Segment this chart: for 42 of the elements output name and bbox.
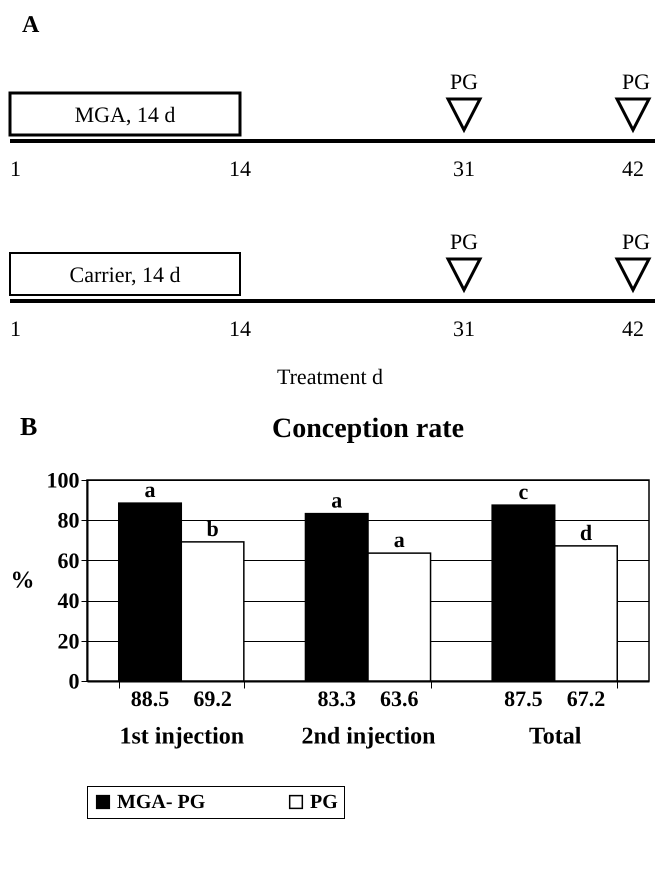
category-label: 31 [453,316,475,341]
text: A [22,12,40,38]
annotation: a [144,477,156,502]
y-tick-label: 80 [58,508,80,533]
x-tick-label: 2nd injection [301,724,436,750]
text: PG [622,69,650,94]
category-label: 14 [229,156,251,181]
text: PG [450,69,478,94]
data-label: 87.5 [504,686,543,711]
y-tick-label: 20 [58,628,80,654]
text: PG [450,229,478,254]
text: Carrier, 14 d [70,262,180,287]
category-label: 1 [10,156,21,181]
annotation: c [518,479,529,504]
data-label: 83.3 [317,686,356,711]
category-label: 14 [229,316,251,341]
annotation: a [331,488,342,513]
data-label: 69.2 [193,686,232,711]
chart-title: Conception rate [272,413,464,444]
data-label: 88.5 [130,686,170,711]
annotation: b [206,516,219,541]
legend-label: PG [310,791,338,813]
category-label: 31 [453,156,475,181]
y-tick-label: 60 [58,548,80,573]
y-tick-label: 0 [68,668,80,694]
text: Treatment d [276,364,384,389]
x-tick-label: 1st injection [119,724,244,750]
x-tick-label: Total [528,724,582,750]
annotation: a [394,527,405,552]
data-label: 67.2 [566,686,606,711]
category-label: 42 [622,156,644,181]
text: MGA, 14 d [74,102,176,127]
y-tick-label: 100 [46,468,80,492]
data-label: 63.6 [380,686,419,711]
legend-label: MGA- PG [117,791,206,813]
y-tick-label: 40 [58,588,80,614]
text: B [20,412,38,442]
category-label: 1 [10,316,21,341]
y-axis-title: % [10,568,34,594]
annotation: d [580,520,592,545]
text: PG [622,229,650,254]
category-label: 42 [622,316,644,341]
